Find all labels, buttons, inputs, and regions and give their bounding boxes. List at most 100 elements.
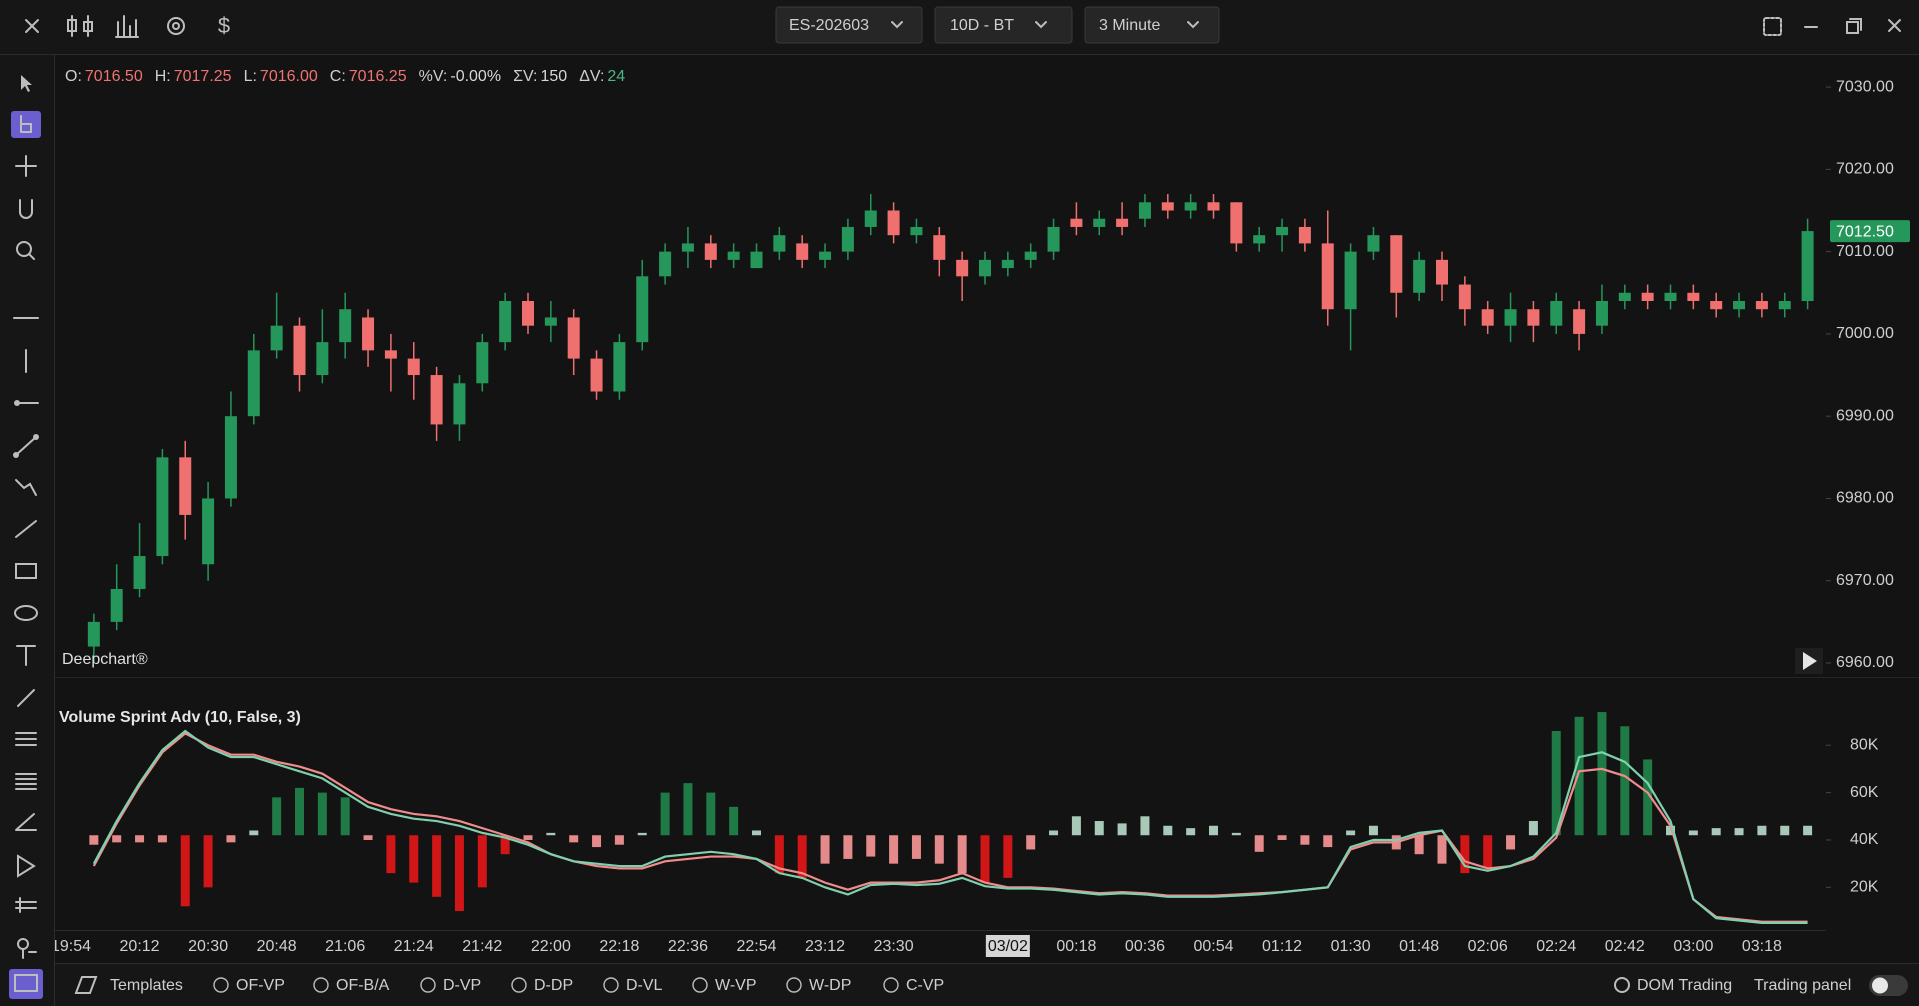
y-tick-label: 6980.00	[1836, 490, 1894, 507]
candle-body	[659, 251, 672, 277]
polyline-tool[interactable]	[15, 479, 37, 496]
candle-body	[1047, 226, 1060, 252]
candle-body	[613, 342, 626, 392]
study-label[interactable]: D-VL	[626, 977, 663, 994]
x-tick-label: 02:06	[1468, 938, 1508, 955]
info-value: 7017.25	[174, 68, 232, 85]
fib-tool[interactable]	[15, 732, 37, 746]
rectangle-tool[interactable]	[15, 563, 37, 579]
bars-icon[interactable]	[115, 15, 139, 38]
histogram-bar	[180, 835, 190, 907]
ray-tool[interactable]	[14, 400, 39, 406]
x-tick-label: 03/02	[988, 938, 1028, 955]
candle-body	[1504, 309, 1517, 326]
study-radio[interactable]	[603, 977, 619, 993]
histogram-bar	[1688, 830, 1698, 836]
candle-body	[179, 457, 192, 515]
candle-body	[1755, 301, 1768, 310]
x-tick-label: 00:36	[1125, 938, 1165, 955]
histogram-bar	[157, 835, 167, 843]
ellipse-tool[interactable]	[14, 605, 38, 621]
window-close-icon[interactable]	[1888, 19, 1901, 32]
info-label: C:	[330, 68, 346, 85]
study-label[interactable]: W-DP	[809, 977, 851, 994]
candle-body	[1298, 226, 1311, 244]
settings-icon[interactable]	[167, 17, 185, 35]
candle-body	[910, 226, 923, 236]
dom-trading-label[interactable]: DOM Trading	[1637, 977, 1732, 994]
study-radio[interactable]	[511, 977, 527, 993]
pointer-tool[interactable]	[21, 75, 32, 92]
toggle-knob	[1872, 977, 1888, 994]
candle-body	[1778, 301, 1791, 310]
zoom-tool[interactable]	[16, 241, 35, 260]
histogram-bar	[272, 797, 282, 836]
study-label[interactable]: D-VP	[443, 977, 481, 994]
histogram-bar	[729, 806, 739, 836]
candle-body	[1367, 235, 1380, 252]
histogram-bar	[1757, 825, 1767, 836]
histogram-bar	[1003, 835, 1013, 878]
candle-icon[interactable]	[67, 15, 93, 37]
x-tick-label: 22:18	[599, 938, 639, 955]
study-label[interactable]: OF-B/A	[336, 977, 390, 994]
plot-area: 7030.00 7020.00 7010.00 7000.00 6990.00 6980.…	[51, 78, 1919, 957]
ruler-tool[interactable]	[15, 520, 37, 538]
study-label[interactable]: W-VP	[715, 977, 756, 994]
alert-tool[interactable]	[17, 938, 37, 959]
candle-body	[133, 556, 146, 589]
candle-body	[567, 317, 580, 359]
position-tool[interactable]	[15, 897, 37, 913]
close-icon[interactable]	[25, 19, 39, 33]
study-label[interactable]: OF-VP	[236, 977, 285, 994]
interval-text: 3 Minute	[1099, 17, 1160, 34]
layout-icon[interactable]	[1763, 17, 1782, 36]
histogram-bar	[1254, 835, 1264, 852]
hand-tool[interactable]	[20, 115, 32, 133]
candle-body	[704, 243, 717, 260]
chevron	[1035, 21, 1047, 29]
histogram-bar	[409, 835, 419, 883]
candle-body	[887, 210, 900, 236]
histogram-bar	[249, 830, 259, 836]
text-tool[interactable]	[16, 645, 36, 666]
range-button[interactable]	[934, 6, 1073, 44]
candle-body	[316, 342, 329, 376]
brush-tool[interactable]	[17, 689, 35, 707]
study-radio[interactable]	[420, 977, 436, 993]
histogram-bar	[477, 835, 487, 888]
dom-radio[interactable]	[1614, 977, 1630, 993]
scroll-right-button[interactable]	[1795, 648, 1823, 674]
study-radio[interactable]	[213, 977, 229, 993]
histogram-bar	[1117, 823, 1127, 836]
magnet-tool[interactable]	[19, 199, 33, 219]
trendline-tool[interactable]	[13, 434, 39, 458]
study-radio[interactable]	[883, 977, 899, 993]
dollar-icon[interactable]: $	[218, 13, 230, 38]
candle-body	[87, 621, 100, 647]
pitchfork-tool[interactable]	[15, 813, 37, 831]
templates-button[interactable]: Templates	[110, 977, 183, 994]
histogram-bar	[432, 835, 442, 897]
study-radio[interactable]	[786, 977, 802, 993]
study-label[interactable]: D-DP	[534, 977, 573, 994]
levels-tool[interactable]	[15, 773, 37, 790]
histogram-bar	[1803, 825, 1813, 836]
chevron	[1187, 21, 1199, 29]
arrow-tool[interactable]	[17, 854, 36, 878]
candle-body	[1664, 292, 1677, 302]
x-tick-label: 00:54	[1193, 938, 1233, 955]
histogram-bar	[1300, 835, 1310, 845]
histogram-bar	[1643, 759, 1653, 836]
study-label[interactable]: C-VP	[906, 977, 944, 994]
restore-icon[interactable]	[1846, 18, 1862, 34]
candle-body	[476, 342, 489, 384]
crosshair-tool[interactable]	[15, 155, 37, 177]
candle-body	[1458, 284, 1471, 310]
histogram-bar	[295, 787, 304, 836]
study-radio[interactable]	[313, 977, 329, 993]
symbol-button[interactable]	[775, 6, 923, 44]
interval-button[interactable]	[1084, 6, 1220, 44]
study-radio[interactable]	[692, 977, 708, 993]
panel-tool[interactable]	[14, 974, 38, 992]
